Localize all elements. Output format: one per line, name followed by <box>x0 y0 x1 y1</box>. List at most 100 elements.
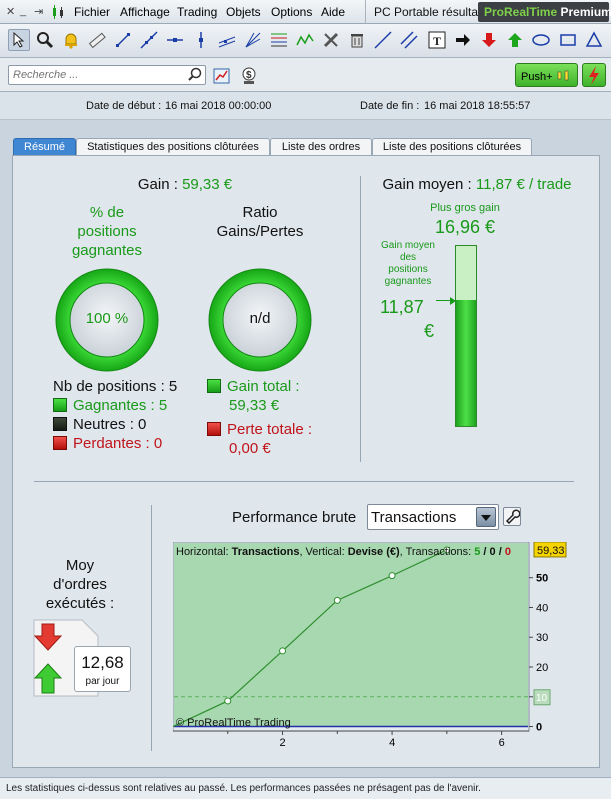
series-point <box>279 647 287 655</box>
menu-trading[interactable]: Trading <box>177 5 218 19</box>
gain-moyen-positions-label: Gain moyen des positions gagnantes <box>368 240 448 288</box>
gain-moyen-positions-line: gagnantes <box>384 276 432 287</box>
chart-header-v-label: , Vertical: <box>299 546 344 558</box>
close-window-icon[interactable]: ✕ <box>6 6 16 18</box>
flash-icon <box>589 66 599 85</box>
menu-objets[interactable]: Objets <box>226 5 261 19</box>
push-button[interactable]: Push+ <box>515 63 578 87</box>
detach-window-icon[interactable]: ⇥ <box>34 6 44 18</box>
settings-wrench-button[interactable] <box>503 507 521 526</box>
currency-icon[interactable]: $ <box>239 66 259 89</box>
line-icon[interactable] <box>138 29 160 51</box>
ellipse-icon[interactable] <box>530 29 552 51</box>
triangle-icon[interactable] <box>583 29 605 51</box>
alert-bell-icon[interactable] <box>60 29 82 51</box>
search-icon[interactable] <box>188 67 202 84</box>
arrow-up-green-icon[interactable] <box>504 29 526 51</box>
y-tick-label: 30 <box>536 632 548 644</box>
gagnantes-label: Gagnantes : 5 <box>73 397 168 414</box>
menu-fichier[interactable]: Fichier <box>74 5 111 19</box>
tab-liste-positions[interactable]: Liste des positions clôturées <box>372 138 532 155</box>
series-line <box>173 549 448 728</box>
parallel-lines-icon[interactable] <box>398 29 420 51</box>
y-tick-label: 50 <box>536 573 548 585</box>
brand-name: ProRealTime <box>484 5 558 19</box>
end-date-value: 16 mai 2018 18:55:57 <box>424 100 531 112</box>
text-tool-icon[interactable]: T <box>426 29 448 51</box>
orders-unit: par jour <box>85 676 120 687</box>
candlestick-icon <box>557 70 568 81</box>
gain-total-row: Gain total : <box>207 377 312 396</box>
chart-header-h-value: Transactions <box>232 546 300 558</box>
ref-level-badge <box>533 689 551 706</box>
gain-moyen-positions-value: 11,87 <box>380 297 424 317</box>
arrow-down-red-icon[interactable] <box>478 29 500 51</box>
series-point <box>443 546 451 554</box>
menu-aide[interactable]: Aide <box>321 5 346 19</box>
pct-winning-value: 100 % <box>85 310 129 327</box>
last-value-marker: 59,33 <box>533 542 567 558</box>
gain-value: 59,33 € <box>182 176 233 193</box>
menu-affichage[interactable]: Affichage <box>120 5 170 19</box>
perf-title: Performance brute <box>232 509 357 526</box>
ruler-icon[interactable] <box>86 29 108 51</box>
gain-moyen-positions-line: Gain moyen <box>381 240 435 251</box>
y-ticks: 0 20 30 40 50 <box>529 573 548 734</box>
search-input[interactable] <box>8 65 206 85</box>
arrow-right-icon[interactable] <box>452 29 474 51</box>
plus-gros-gain-label: Plus gros gain <box>430 202 500 214</box>
tab-resume[interactable]: Résumé <box>13 138 76 155</box>
channel-icon[interactable] <box>216 29 238 51</box>
orders-value: 12,68 <box>81 653 124 672</box>
perdantes-label: Perdantes : 0 <box>73 435 163 452</box>
menu-options[interactable]: Options <box>271 5 313 19</box>
chart-header-h-label: Horizontal: <box>176 546 229 558</box>
pointer-icon[interactable] <box>8 29 30 51</box>
pct-label-line: positions <box>77 223 137 240</box>
chevron-down-icon[interactable] <box>476 507 496 527</box>
tools-icon[interactable] <box>320 29 342 51</box>
ratio-title: Ratio Gains/Pertes <box>200 203 320 241</box>
red-square-icon <box>207 422 221 436</box>
push-label: Push+ <box>521 71 553 83</box>
y-tick-label: 20 <box>536 662 548 674</box>
series-points <box>224 546 451 705</box>
segment-icon[interactable] <box>112 29 134 51</box>
chart-header-wins: 5 <box>474 546 480 558</box>
y-tick-label: 40 <box>536 602 548 614</box>
x-tick-label: 6 <box>499 737 505 747</box>
ref-level-label: 10 <box>536 693 548 704</box>
trash-icon[interactable] <box>346 29 368 51</box>
fan-icon[interactable] <box>242 29 264 51</box>
orders-title: Moy d'ordres exécutés : <box>30 556 130 613</box>
perf-mode-value: Transactions <box>371 509 457 526</box>
drawing-toolbar: T <box>0 24 611 58</box>
tab-statistiques-positions[interactable]: Statistiques des positions clôturées <box>76 138 270 155</box>
ref-level-marker: 10 <box>533 689 551 706</box>
trend-line-icon[interactable] <box>372 29 394 51</box>
orders-value-box <box>74 646 131 692</box>
x-tick-label: 4 <box>389 737 395 747</box>
green-square-icon <box>53 398 67 412</box>
nb-positions: Nb de positions : 5 <box>53 378 178 395</box>
minimize-window-icon[interactable]: _ <box>20 5 27 17</box>
arrow-right-icon <box>450 297 456 305</box>
gain-label: Gain : <box>137 176 178 193</box>
zoom-icon[interactable] <box>34 29 56 51</box>
wave-icon[interactable] <box>294 29 316 51</box>
gain-total-label: Gain total : <box>227 378 300 395</box>
fibonacci-icon[interactable] <box>268 29 290 51</box>
neutres-row: Neutres : 0 <box>53 415 177 434</box>
start-date-label: Date de début : <box>86 100 162 112</box>
vertical-divider-bottom <box>151 505 152 751</box>
perte-totale-value: 0,00 € <box>229 440 271 457</box>
flash-button[interactable] <box>582 63 606 87</box>
tab-liste-ordres[interactable]: Liste des ordres <box>270 138 372 155</box>
perf-mode-select[interactable]: Transactions <box>367 504 499 530</box>
portfolio-icon[interactable] <box>212 66 232 89</box>
green-square-icon <box>207 379 221 393</box>
vertical-line-icon[interactable] <box>190 29 212 51</box>
horizontal-line-icon[interactable] <box>164 29 186 51</box>
brand-logo: ProRealTime Premium <box>478 2 611 22</box>
rectangle-icon[interactable] <box>557 29 579 51</box>
